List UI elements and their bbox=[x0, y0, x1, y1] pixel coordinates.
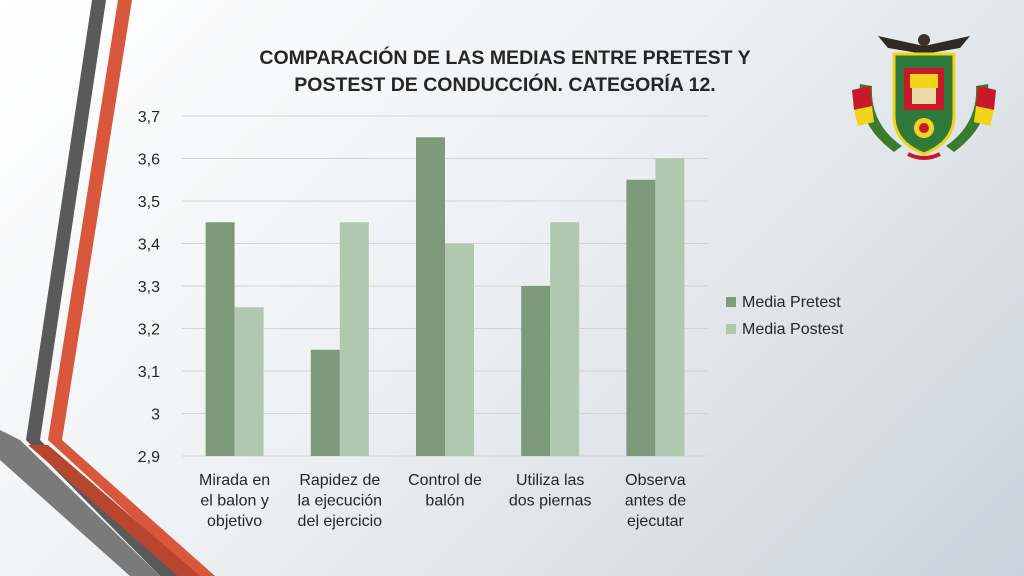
legend-swatch bbox=[726, 324, 736, 334]
legend-label: Media Postest bbox=[742, 321, 844, 338]
category-label: balón bbox=[425, 493, 464, 510]
legend: Media Pretest Media Postest bbox=[726, 294, 844, 338]
y-tick-label: 3,3 bbox=[138, 279, 160, 296]
category-label: Mirada en bbox=[199, 472, 270, 489]
y-tick-label: 3,6 bbox=[138, 152, 160, 169]
y-tick-label: 2,9 bbox=[138, 449, 160, 466]
y-tick-label: 3,2 bbox=[138, 322, 160, 339]
category-label: la ejecución bbox=[298, 493, 383, 510]
coat-of-arms-icon bbox=[852, 34, 996, 160]
category-label: el balon y bbox=[200, 493, 269, 510]
bar-pretest-3 bbox=[521, 286, 551, 456]
y-tick-label: 3,1 bbox=[138, 364, 160, 381]
legend-swatch bbox=[726, 297, 736, 307]
bar-postest-0 bbox=[234, 307, 264, 456]
category-label: Observa bbox=[625, 472, 686, 489]
y-tick-label: 3,4 bbox=[138, 237, 160, 254]
category-label: del ejercicio bbox=[298, 513, 383, 530]
bar-postest-2 bbox=[445, 243, 474, 456]
category-label: dos piernas bbox=[509, 493, 592, 510]
bar-pretest-0 bbox=[205, 222, 235, 456]
legend-label: Media Pretest bbox=[742, 294, 841, 311]
bar-pretest-4 bbox=[626, 179, 656, 456]
chart-title-line-1: COMPARACIÓN DE LAS MEDIAS ENTRE PRETEST … bbox=[259, 45, 750, 69]
category-label: Rapidez de bbox=[299, 472, 380, 489]
bars bbox=[205, 137, 685, 456]
bar-pretest-2 bbox=[416, 137, 445, 456]
y-tick-label: 3,7 bbox=[138, 109, 160, 126]
category-label: antes de bbox=[625, 493, 686, 510]
category-label: Utiliza las bbox=[516, 472, 584, 489]
chart-title-line-2: POSTEST DE CONDUCCIÓN. CATEGORÍA 12. bbox=[294, 72, 715, 96]
bar-pretest-1 bbox=[310, 349, 340, 456]
bar-postest-3 bbox=[550, 222, 580, 456]
bar-postest-4 bbox=[655, 158, 685, 456]
category-label: ejecutar bbox=[627, 513, 685, 530]
category-label: objetivo bbox=[207, 513, 262, 530]
y-axis-tick-labels: 2,9 3 3,1 3,2 3,3 3,4 3,5 3,6 3,7 bbox=[138, 109, 160, 466]
y-tick-label: 3 bbox=[151, 407, 160, 424]
bar-postest-1 bbox=[339, 222, 369, 456]
x-axis-category-labels: Mirada en el balon y objetivo Rapidez de la … bbox=[199, 472, 686, 530]
y-tick-label: 3,5 bbox=[138, 194, 160, 211]
category-label: Control de bbox=[408, 472, 482, 489]
